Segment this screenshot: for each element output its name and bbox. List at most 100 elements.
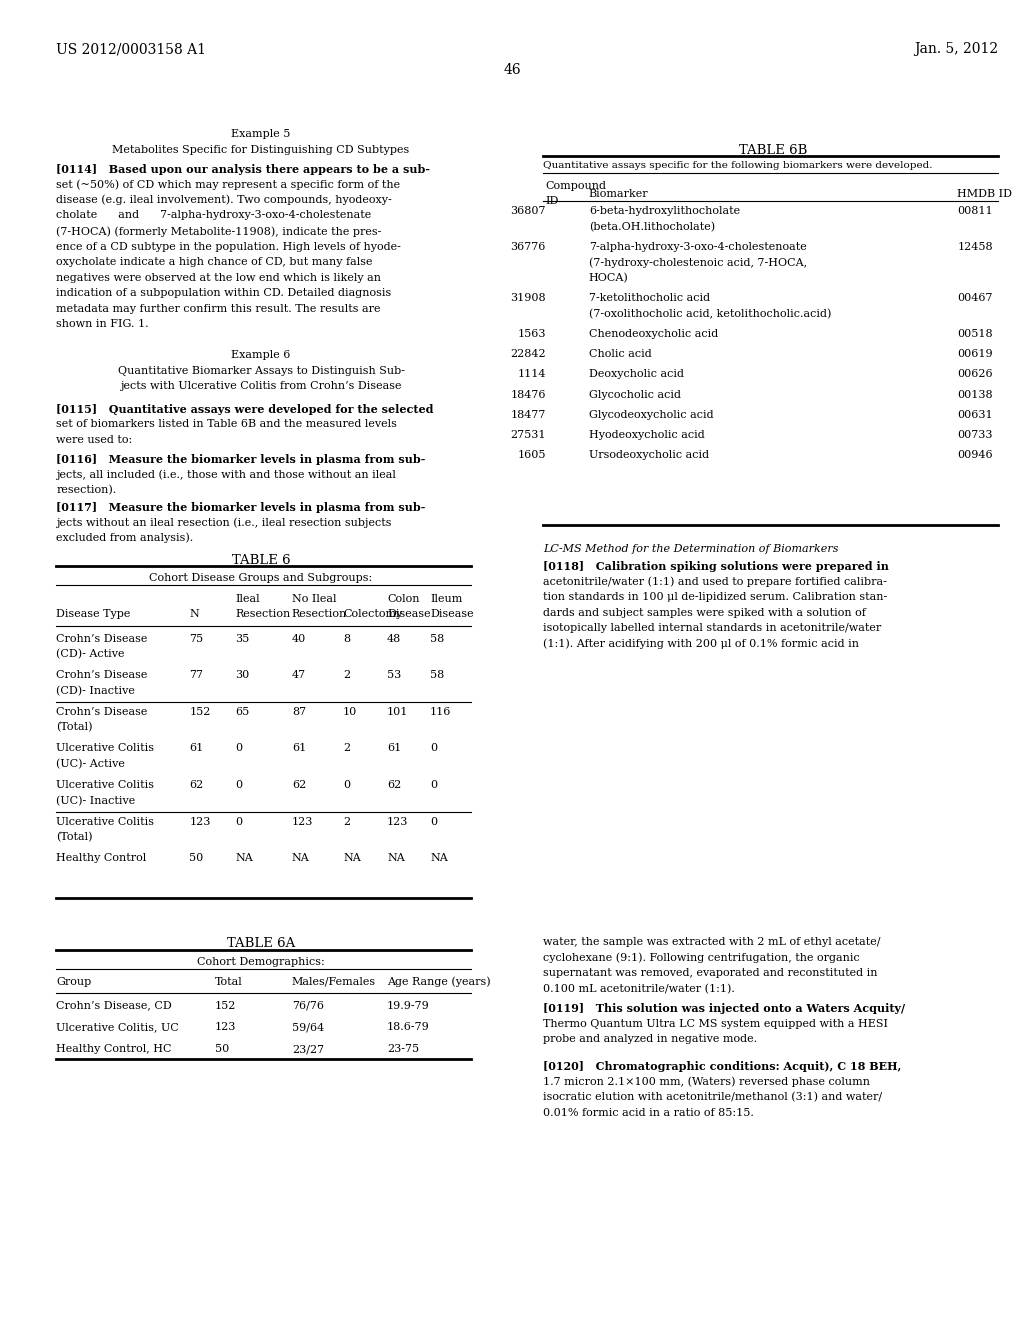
Text: 50: 50 bbox=[215, 1044, 229, 1055]
Text: 87: 87 bbox=[292, 706, 306, 717]
Text: dards and subject samples were spiked with a solution of: dards and subject samples were spiked wi… bbox=[543, 607, 865, 618]
Text: disease (e.g. ileal involvement). Two compounds, hyodeoxy-: disease (e.g. ileal involvement). Two co… bbox=[56, 195, 392, 206]
Text: 18477: 18477 bbox=[510, 411, 546, 420]
Text: cholate      and      7-alpha-hydroxy-3-oxo-4-cholestenate: cholate and 7-alpha-hydroxy-3-oxo-4-chol… bbox=[56, 210, 372, 220]
Text: negatives were observed at the low end which is likely an: negatives were observed at the low end w… bbox=[56, 273, 381, 282]
Text: 77: 77 bbox=[189, 671, 204, 680]
Text: NA: NA bbox=[343, 853, 360, 863]
Text: 0: 0 bbox=[430, 780, 437, 789]
Text: (7-HOCA) (formerly Metabolite-11908), indicate the pres-: (7-HOCA) (formerly Metabolite-11908), in… bbox=[56, 226, 382, 236]
Text: indication of a subpopulation within CD. Detailed diagnosis: indication of a subpopulation within CD.… bbox=[56, 288, 391, 298]
Text: TABLE 6B: TABLE 6B bbox=[739, 144, 807, 157]
Text: Total: Total bbox=[215, 977, 243, 987]
Text: oxycholate indicate a high chance of CD, but many false: oxycholate indicate a high chance of CD,… bbox=[56, 257, 373, 267]
Text: 00946: 00946 bbox=[957, 450, 993, 461]
Text: 36776: 36776 bbox=[510, 242, 546, 252]
Text: Resection: Resection bbox=[236, 609, 291, 619]
Text: 0.01% formic acid in a ratio of 85:15.: 0.01% formic acid in a ratio of 85:15. bbox=[543, 1107, 754, 1118]
Text: Males/Females: Males/Females bbox=[292, 977, 376, 987]
Text: Colon: Colon bbox=[387, 594, 420, 605]
Text: Ulcerative Colitis: Ulcerative Colitis bbox=[56, 780, 155, 789]
Text: 18476: 18476 bbox=[510, 389, 546, 400]
Text: 53: 53 bbox=[387, 671, 401, 680]
Text: TABLE 6A: TABLE 6A bbox=[227, 937, 295, 950]
Text: 1563: 1563 bbox=[517, 329, 546, 339]
Text: tion standards in 100 μl de-lipidized serum. Calibration stan-: tion standards in 100 μl de-lipidized se… bbox=[543, 593, 887, 602]
Text: water, the sample was extracted with 2 mL of ethyl acetate/: water, the sample was extracted with 2 m… bbox=[543, 937, 881, 948]
Text: Resection: Resection bbox=[292, 609, 347, 619]
Text: 0: 0 bbox=[236, 743, 243, 754]
Text: Crohn’s Disease: Crohn’s Disease bbox=[56, 706, 147, 717]
Text: 00811: 00811 bbox=[957, 206, 993, 216]
Text: Ursodeoxycholic acid: Ursodeoxycholic acid bbox=[589, 450, 709, 461]
Text: metadata may further confirm this result. The results are: metadata may further confirm this result… bbox=[56, 304, 381, 314]
Text: 10: 10 bbox=[343, 706, 357, 717]
Text: 00518: 00518 bbox=[957, 329, 993, 339]
Text: 30: 30 bbox=[236, 671, 250, 680]
Text: 2: 2 bbox=[343, 671, 350, 680]
Text: 61: 61 bbox=[292, 743, 306, 754]
Text: 40: 40 bbox=[292, 634, 306, 644]
Text: LC-MS Method for the Determination of Biomarkers: LC-MS Method for the Determination of Bi… bbox=[543, 544, 839, 554]
Text: 123: 123 bbox=[215, 1023, 237, 1032]
Text: 50: 50 bbox=[189, 853, 204, 863]
Text: Crohn’s Disease, CD: Crohn’s Disease, CD bbox=[56, 1001, 172, 1011]
Text: [0114]   Based upon our analysis there appears to be a sub-: [0114] Based upon our analysis there app… bbox=[56, 164, 430, 174]
Text: Ileum: Ileum bbox=[430, 594, 463, 605]
Text: Cohort Disease Groups and Subgroups:: Cohort Disease Groups and Subgroups: bbox=[150, 573, 373, 583]
Text: 12458: 12458 bbox=[957, 242, 993, 252]
Text: 23/27: 23/27 bbox=[292, 1044, 324, 1055]
Text: ID: ID bbox=[546, 197, 559, 206]
Text: Ileal: Ileal bbox=[236, 594, 260, 605]
Text: Disease Type: Disease Type bbox=[56, 609, 131, 619]
Text: 46: 46 bbox=[503, 63, 521, 78]
Text: (7-oxolithocholic acid, ketolithocholic.acid): (7-oxolithocholic acid, ketolithocholic.… bbox=[589, 309, 831, 319]
Text: (1:1). After acidifying with 200 μl of 0.1% formic acid in: (1:1). After acidifying with 200 μl of 0… bbox=[543, 639, 859, 649]
Text: 23-75: 23-75 bbox=[387, 1044, 419, 1055]
Text: Cholic acid: Cholic acid bbox=[589, 350, 651, 359]
Text: 47: 47 bbox=[292, 671, 306, 680]
Text: 1114: 1114 bbox=[517, 370, 546, 379]
Text: [0117]   Measure the biomarker levels in plasma from sub-: [0117] Measure the biomarker levels in p… bbox=[56, 502, 426, 512]
Text: Cohort Demographics:: Cohort Demographics: bbox=[198, 957, 325, 968]
Text: 00138: 00138 bbox=[957, 389, 993, 400]
Text: 7-alpha-hydroxy-3-oxo-4-cholestenoate: 7-alpha-hydroxy-3-oxo-4-cholestenoate bbox=[589, 242, 807, 252]
Text: resection).: resection). bbox=[56, 486, 117, 495]
Text: 35: 35 bbox=[236, 634, 250, 644]
Text: 62: 62 bbox=[387, 780, 401, 789]
Text: Compound: Compound bbox=[546, 181, 607, 191]
Text: 152: 152 bbox=[189, 706, 211, 717]
Text: No Ileal: No Ileal bbox=[292, 594, 336, 605]
Text: (beta.OH.lithocholate): (beta.OH.lithocholate) bbox=[589, 222, 715, 232]
Text: (CD)- Inactive: (CD)- Inactive bbox=[56, 686, 135, 696]
Text: 22842: 22842 bbox=[510, 350, 546, 359]
Text: 123: 123 bbox=[387, 817, 409, 826]
Text: NA: NA bbox=[387, 853, 404, 863]
Text: Quantitative Biomarker Assays to Distinguish Sub-: Quantitative Biomarker Assays to Disting… bbox=[118, 366, 404, 376]
Text: probe and analyzed in negative mode.: probe and analyzed in negative mode. bbox=[543, 1035, 757, 1044]
Text: 61: 61 bbox=[387, 743, 401, 754]
Text: (7-hydroxy-cholestenoic acid, 7-HOCA,: (7-hydroxy-cholestenoic acid, 7-HOCA, bbox=[589, 257, 807, 268]
Text: 58: 58 bbox=[430, 634, 444, 644]
Text: isocratic elution with acetonitrile/methanol (3:1) and water/: isocratic elution with acetonitrile/meth… bbox=[543, 1093, 882, 1102]
Text: 2: 2 bbox=[343, 817, 350, 826]
Text: supernatant was removed, evaporated and reconstituted in: supernatant was removed, evaporated and … bbox=[543, 969, 878, 978]
Text: 0: 0 bbox=[430, 743, 437, 754]
Text: Glycodeoxycholic acid: Glycodeoxycholic acid bbox=[589, 411, 714, 420]
Text: cyclohexane (9:1). Following centrifugation, the organic: cyclohexane (9:1). Following centrifugat… bbox=[543, 953, 859, 964]
Text: [0119]   This solution was injected onto a Waters Acquity/: [0119] This solution was injected onto a… bbox=[543, 1003, 905, 1014]
Text: 8: 8 bbox=[343, 634, 350, 644]
Text: 00733: 00733 bbox=[957, 430, 993, 440]
Text: Ulcerative Colitis, UC: Ulcerative Colitis, UC bbox=[56, 1023, 179, 1032]
Text: 2: 2 bbox=[343, 743, 350, 754]
Text: jects, all included (i.e., those with and those without an ileal: jects, all included (i.e., those with an… bbox=[56, 470, 396, 480]
Text: 123: 123 bbox=[292, 817, 313, 826]
Text: Age Range (years): Age Range (years) bbox=[387, 977, 490, 987]
Text: 0: 0 bbox=[236, 780, 243, 789]
Text: 152: 152 bbox=[215, 1001, 237, 1011]
Text: 1605: 1605 bbox=[517, 450, 546, 461]
Text: [0115]   Quantitative assays were developed for the selected: [0115] Quantitative assays were develope… bbox=[56, 404, 434, 414]
Text: [0116]   Measure the biomarker levels in plasma from sub-: [0116] Measure the biomarker levels in p… bbox=[56, 454, 426, 465]
Text: 48: 48 bbox=[387, 634, 401, 644]
Text: were used to:: were used to: bbox=[56, 436, 132, 445]
